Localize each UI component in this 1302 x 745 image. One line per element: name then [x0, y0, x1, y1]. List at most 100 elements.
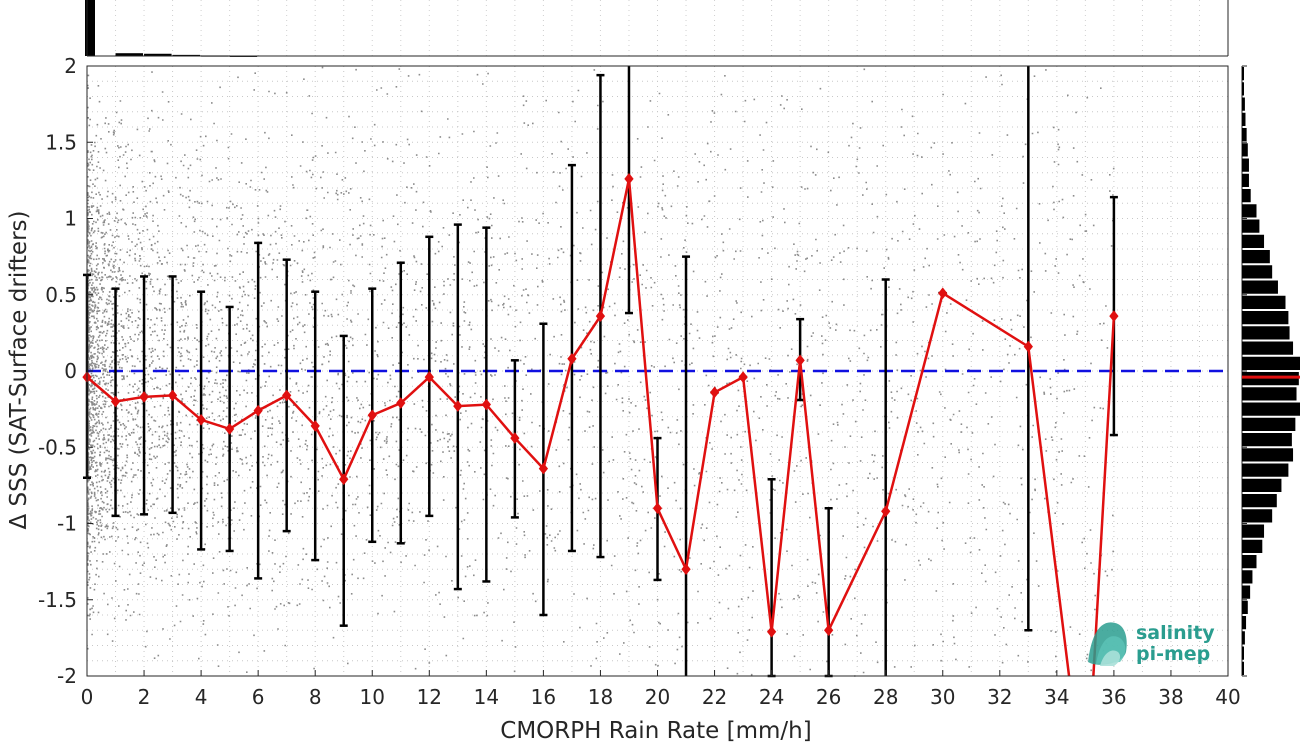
mean-point [795, 354, 805, 367]
mean-point [766, 625, 777, 638]
y-hist-bar [1242, 82, 1244, 96]
y-hist-bar [1242, 204, 1257, 218]
main-plot-area: 0 2 4 6 8 10 12 14 16 18 20 22 24 26 28 30 32 34 36 38 40 -2… [38, 54, 1241, 709]
x-axis-ticks: 0 2 4 6 8 10 12 14 16 18 20 22 24 26 28 30 32 34 36 38 40 [81, 670, 1241, 709]
y-hist-bar [1242, 524, 1265, 538]
x-hist-bar [85, 0, 95, 56]
y-hist-bar [1242, 128, 1247, 142]
x-hist-bar [115, 53, 144, 56]
mean-point [310, 420, 320, 432]
y-hist-bar [1242, 219, 1260, 233]
mean-point [110, 395, 121, 408]
y-hist-bar [1242, 311, 1289, 325]
y-hist-bar [1242, 372, 1299, 386]
y-hist-bar [1242, 250, 1270, 264]
salinity-pi-mep-logo: salinity pi-mep [1088, 622, 1215, 666]
x-tick-label: 40 [1215, 685, 1240, 709]
y-hist-bar [1242, 326, 1290, 340]
mean-point [652, 502, 663, 515]
error-bar [881, 278, 890, 676]
y-hist-bar [1242, 478, 1282, 492]
y-hist-bar [1242, 661, 1244, 675]
x-tick-label: 4 [195, 685, 208, 709]
logo-wave-icon [1088, 622, 1127, 666]
x-tick-label: 16 [531, 685, 556, 709]
mean-point [681, 563, 691, 576]
y-tick-label: -1.5 [38, 588, 77, 612]
mean-point [139, 391, 149, 403]
y-tick-label: -2 [57, 664, 77, 688]
y-tick-label: -1 [57, 512, 77, 536]
x-tick-label: 2 [138, 685, 151, 709]
error-bar [682, 255, 691, 676]
y-hist-bar [1242, 97, 1245, 111]
y-hist-bar [1242, 463, 1289, 477]
mean-series-markers [82, 173, 1119, 638]
y-hist-bar [1242, 112, 1246, 126]
x-tick-label: 30 [930, 685, 955, 709]
x-tick-label: 36 [1101, 685, 1126, 709]
mean-point [824, 624, 834, 637]
x-tick-label: 20 [645, 685, 670, 709]
mean-point [709, 386, 720, 399]
x-tick-label: 18 [588, 685, 613, 709]
x-tick-label: 28 [873, 685, 898, 709]
y-hist-bar [1242, 555, 1257, 569]
mean-point [424, 371, 434, 383]
x-hist-bar [144, 53, 172, 56]
mean-point [196, 413, 206, 426]
y-hist-bar [1242, 356, 1300, 370]
y-hist-bar [1242, 494, 1277, 508]
mean-point [624, 173, 634, 185]
y-hist-bar [1242, 646, 1244, 660]
y-axis-label: Δ SSS (SAT-Surface drifters) [6, 211, 32, 530]
y-hist-bar [1242, 433, 1292, 447]
mean-point [282, 389, 292, 402]
y-hist-bar [1242, 295, 1286, 309]
mean-point [367, 409, 377, 422]
y-hist-bar [1242, 189, 1251, 203]
y-histogram [1241, 65, 1300, 677]
y-hist-bar [1242, 158, 1249, 172]
x-tick-label: 8 [309, 685, 322, 709]
y-hist-bar [1242, 280, 1278, 294]
mean-point [453, 400, 463, 412]
y-hist-bar [1242, 585, 1251, 599]
mean-point [481, 398, 491, 411]
y-tick-label: 0.5 [45, 283, 77, 307]
x-tick-label: 34 [1044, 685, 1069, 709]
mean-point [538, 462, 549, 475]
mean-point [396, 397, 406, 409]
mean-point [938, 287, 948, 300]
y-hist-bar [1242, 539, 1263, 553]
mean-point [738, 371, 748, 383]
y-hist-bar [1242, 600, 1248, 614]
x-axis-label: CMORPH Rain Rate [mm/h] [500, 718, 811, 744]
x-tick-label: 22 [702, 685, 727, 709]
mean-point [253, 404, 263, 417]
x-tick-label: 24 [759, 685, 784, 709]
y-hist-bar [1242, 570, 1253, 584]
mean-point [1023, 340, 1033, 353]
mean-point [339, 473, 349, 486]
y-tick-label: -0.5 [38, 435, 77, 459]
mean-point [167, 389, 178, 402]
y-tick-label: 1.5 [45, 130, 77, 154]
x-tick-label: 12 [417, 685, 442, 709]
y-hist-bar [1242, 173, 1249, 187]
y-tick-label: 0 [64, 359, 77, 383]
y-hist-bar [1242, 234, 1265, 248]
y-hist-bar [1242, 417, 1296, 431]
x-histogram [85, 0, 1229, 57]
y-hist-bar [1242, 616, 1247, 630]
x-tick-label: 38 [1158, 685, 1183, 709]
x-hist-bar [172, 54, 201, 57]
y-hist-bar [1242, 341, 1294, 355]
mean-point [1109, 310, 1119, 322]
logo-line2: pi-mep [1136, 643, 1210, 665]
logo-line1: salinity [1136, 622, 1215, 644]
mean-point [224, 423, 235, 435]
y-tick-label: 2 [64, 54, 77, 78]
x-tick-label: 26 [816, 685, 841, 709]
